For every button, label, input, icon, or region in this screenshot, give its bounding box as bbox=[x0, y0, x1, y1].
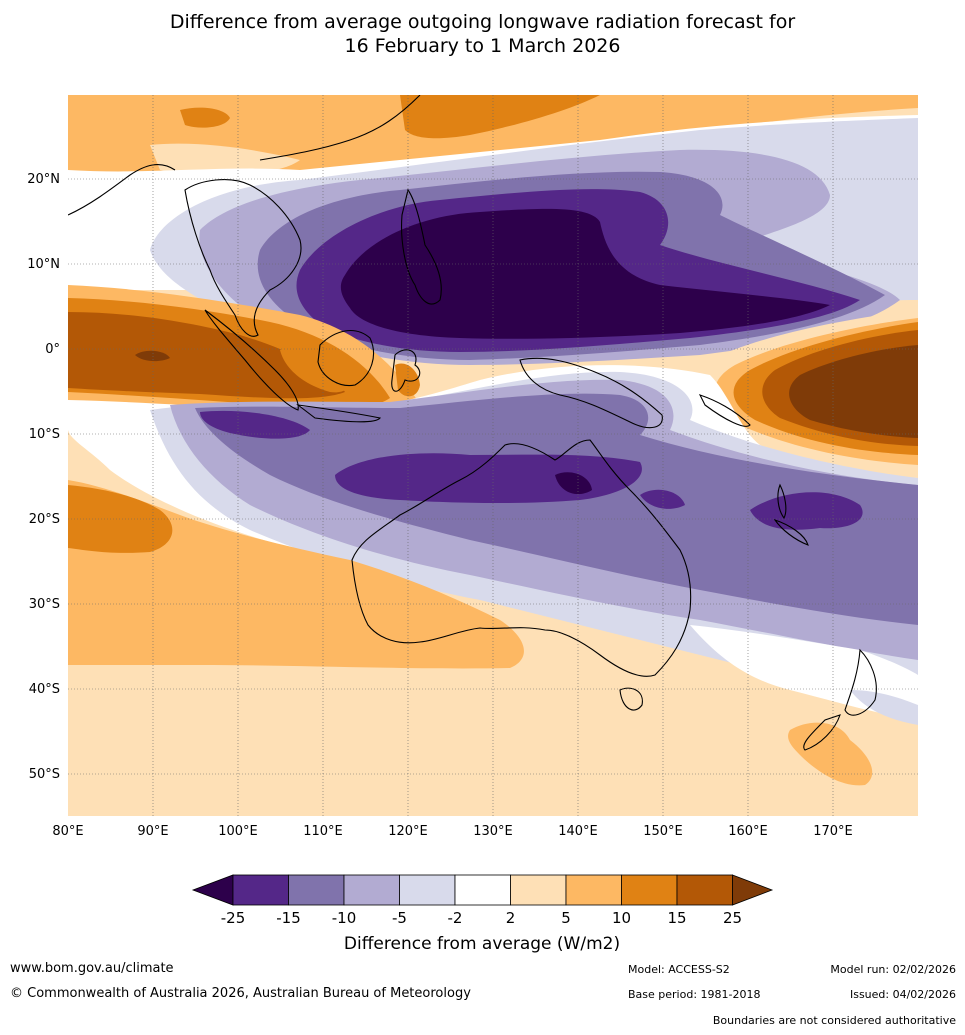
tasmania-outline bbox=[619, 687, 643, 711]
lon-label-130e: 130°E bbox=[473, 824, 513, 839]
colorbar-tick-p10: 10 bbox=[612, 909, 631, 927]
colorbar-bin-m5-m2 bbox=[399, 874, 456, 906]
lon-label-160e: 160°E bbox=[728, 824, 768, 839]
map-title: Difference from average outgoing longwav… bbox=[0, 10, 965, 58]
australia-outline bbox=[351, 439, 692, 677]
lat-label-30s: 30°S bbox=[29, 597, 60, 612]
south-west-orange bbox=[68, 480, 524, 669]
colorbar-tick-p2: 2 bbox=[506, 909, 516, 927]
colorbar bbox=[191, 874, 774, 906]
latitude-labels: 20°N 10°N 0° 10°S 20°S 30°S 40°S 50°S bbox=[27, 172, 60, 782]
colorbar-tick-m2: -2 bbox=[448, 909, 463, 927]
java-outline bbox=[296, 404, 382, 423]
sumatra-outline bbox=[204, 309, 299, 411]
issued-date: Issued: 04/02/2026 bbox=[849, 988, 956, 1001]
equatorial-west-darkest bbox=[135, 350, 170, 362]
new-zealand-orange bbox=[788, 722, 873, 786]
equatorial-east-darkest bbox=[789, 345, 918, 438]
colorbar-tick-m5: -5 bbox=[392, 909, 407, 927]
new-zealand-north-outline bbox=[844, 648, 877, 716]
gridlines bbox=[68, 95, 918, 816]
base-period: Base period: 1981-2018 bbox=[628, 988, 761, 1001]
boundaries-disclaimer: Boundaries are not considered authoritat… bbox=[712, 1014, 956, 1027]
coastlines bbox=[68, 95, 877, 751]
colorbar-tick-m10: -10 bbox=[332, 909, 357, 927]
new-guinea-outline bbox=[519, 357, 663, 429]
colorbar-title: Difference from average (W/m2) bbox=[344, 934, 620, 954]
colorbar-bin-m15-m10 bbox=[288, 874, 345, 906]
colorbar-bin-m25-m15 bbox=[232, 874, 289, 906]
himalaya-pale-patch bbox=[150, 143, 300, 176]
china-coast-outline bbox=[259, 95, 421, 161]
lon-label-80e: 80°E bbox=[52, 824, 83, 839]
colorbar-high-extension bbox=[732, 874, 774, 906]
colorbar-bin-m10-m5 bbox=[343, 874, 400, 906]
lon-label-100e: 100°E bbox=[218, 824, 258, 839]
southern-pale-lilac bbox=[850, 690, 918, 725]
equatorial-west-brown bbox=[68, 312, 345, 399]
lat-label-20n: 20°N bbox=[27, 172, 60, 187]
lat-label-10n: 10°N bbox=[27, 257, 60, 272]
lat-label-20s: 20°S bbox=[29, 512, 60, 527]
south-neg-extreme-patch bbox=[555, 472, 592, 495]
philippines-outline bbox=[401, 188, 442, 305]
south-west-dark-orange bbox=[68, 485, 173, 553]
colorbar-tick-m15: -15 bbox=[276, 909, 301, 927]
website-link[interactable]: www.bom.gov.au/climate bbox=[10, 961, 174, 976]
colorbar-bin-m2-p2 bbox=[454, 874, 511, 906]
north-orange-patch-west bbox=[180, 107, 230, 128]
colorbar-low-extension bbox=[191, 874, 234, 906]
borneo-outline bbox=[317, 329, 374, 387]
colorbar-tick-p15: 15 bbox=[667, 909, 686, 927]
new-caledonia-outline bbox=[773, 518, 809, 546]
north-dark-orange-patch bbox=[400, 95, 600, 139]
lat-label-10s: 10°S bbox=[29, 427, 60, 442]
south-neg-strong-central bbox=[335, 453, 642, 504]
colorbar-tick-m25: -25 bbox=[221, 909, 246, 927]
colorbar-bin-p5-p10 bbox=[565, 874, 622, 906]
lat-label-0: 0° bbox=[45, 342, 60, 357]
indochina-outline bbox=[184, 179, 302, 337]
sulawesi-outline bbox=[391, 349, 421, 392]
north-neg-extreme bbox=[340, 208, 830, 339]
colorbar-tick-p25: 25 bbox=[723, 909, 742, 927]
lon-label-110e: 110°E bbox=[303, 824, 343, 839]
colorbar-ticks: -25 -15 -10 -5 -2 2 5 10 15 25 bbox=[221, 909, 742, 927]
longitude-labels: 80°E 90°E 100°E 110°E 120°E 130°E 140°E … bbox=[52, 824, 852, 839]
model-name: Model: ACCESS-S2 bbox=[628, 963, 730, 976]
south-neg-medium bbox=[195, 393, 918, 625]
title-line-2: 16 February to 1 March 2026 bbox=[344, 35, 621, 57]
lat-label-40s: 40°S bbox=[29, 682, 60, 697]
india-coast-outline bbox=[68, 164, 176, 216]
lon-label-170e: 170°E bbox=[813, 824, 853, 839]
lon-label-90e: 90°E bbox=[137, 824, 168, 839]
colorbar-bin-p10-p15 bbox=[621, 874, 678, 906]
lat-label-50s: 50°S bbox=[29, 767, 60, 782]
title-line-1: Difference from average outgoing longwav… bbox=[169, 11, 796, 33]
lon-label-140e: 140°E bbox=[558, 824, 598, 839]
model-run-date: Model run: 02/02/2026 bbox=[830, 963, 956, 976]
colorbar-bin-p15-p25 bbox=[676, 874, 733, 906]
new-zealand-south-outline bbox=[803, 714, 841, 751]
lon-label-150e: 150°E bbox=[643, 824, 683, 839]
south-neg-strong-west bbox=[200, 410, 310, 439]
lon-label-120e: 120°E bbox=[388, 824, 428, 839]
south-neg-strong-east-2 bbox=[640, 489, 685, 509]
copyright-notice: © Commonwealth of Australia 2026, Austra… bbox=[10, 986, 471, 1001]
sumatra-orange-patch bbox=[280, 344, 354, 393]
vanuatu-outline bbox=[777, 483, 787, 520]
solomon-islands-outline bbox=[698, 394, 751, 427]
colorbar-bin-p2-p5 bbox=[510, 874, 567, 906]
colorbar-tick-p5: 5 bbox=[561, 909, 571, 927]
